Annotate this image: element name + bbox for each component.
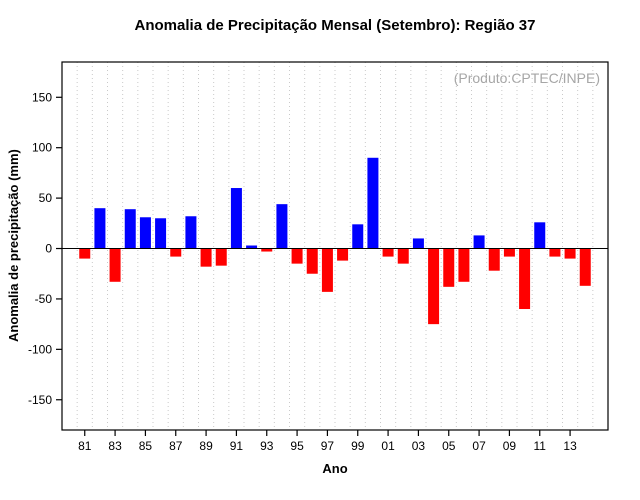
plot-frame xyxy=(61,61,609,431)
bar-2012 xyxy=(549,248,561,257)
x-tick-label: 95 xyxy=(290,439,304,453)
product-annotation: (Produto:CPTEC/INPE) xyxy=(453,70,600,86)
bar-2001 xyxy=(382,248,394,257)
bar-1989 xyxy=(200,248,212,267)
bar-1986 xyxy=(155,218,167,249)
y-tick-label: 150 xyxy=(32,90,52,104)
x-tick-label: 01 xyxy=(381,439,395,453)
y-tick-label: -100 xyxy=(28,342,52,356)
y-tick-label: 0 xyxy=(45,242,52,256)
bar-1983 xyxy=(109,248,121,282)
bar-1997 xyxy=(321,248,333,292)
bar-1992 xyxy=(246,245,258,249)
x-tick-label: 91 xyxy=(230,439,244,453)
bar-2006 xyxy=(458,248,470,282)
bar-1988 xyxy=(185,216,197,249)
bar-1984 xyxy=(124,209,136,249)
bar-2004 xyxy=(428,248,440,325)
chart-title: Anomalia de Precipitação Mensal (Setembr… xyxy=(134,17,536,34)
y-tick-label: -50 xyxy=(35,292,53,306)
x-tick-label: 99 xyxy=(351,439,365,453)
x-tick-label: 97 xyxy=(321,439,335,453)
bar-2010 xyxy=(519,248,531,310)
y-tick-label: -150 xyxy=(28,393,52,407)
bar-2000 xyxy=(367,157,379,249)
y-tick-label: 100 xyxy=(32,141,52,155)
x-tick-label: 87 xyxy=(169,439,183,453)
bar-1982 xyxy=(94,208,106,249)
x-tick-label: 09 xyxy=(503,439,517,453)
x-tick-label: 89 xyxy=(199,439,213,453)
bar-1996 xyxy=(306,248,318,274)
y-tick-label: 50 xyxy=(39,191,53,205)
bar-2008 xyxy=(488,248,500,271)
x-tick-label: 85 xyxy=(139,439,153,453)
bar-2003 xyxy=(412,238,424,249)
bar-1994 xyxy=(276,204,288,249)
x-tick-label: 03 xyxy=(412,439,426,453)
bar-2002 xyxy=(397,248,409,264)
x-axis-label: Ano xyxy=(322,461,348,476)
x-tick-label: 13 xyxy=(563,439,577,453)
bar-1999 xyxy=(352,224,364,249)
bar-1998 xyxy=(337,248,349,261)
bar-1995 xyxy=(291,248,303,264)
x-tick-label: 11 xyxy=(534,439,547,453)
bar-2009 xyxy=(503,248,515,257)
bar-2014 xyxy=(579,248,591,286)
bar-1985 xyxy=(139,217,151,249)
bar-1987 xyxy=(170,248,182,257)
bar-1991 xyxy=(230,188,242,249)
x-tick-label: 83 xyxy=(108,439,122,453)
bar-1981 xyxy=(79,248,91,259)
bar-2007 xyxy=(473,235,485,249)
x-tick-label: 05 xyxy=(442,439,456,453)
x-tick-label: 81 xyxy=(78,439,92,453)
bar-1990 xyxy=(215,248,227,266)
bar-2013 xyxy=(564,248,576,259)
bar-2005 xyxy=(443,248,455,287)
bar-2011 xyxy=(534,222,546,249)
bar-1993 xyxy=(261,248,273,252)
x-tick-label: 07 xyxy=(472,439,486,453)
x-tick-label: 93 xyxy=(260,439,274,453)
